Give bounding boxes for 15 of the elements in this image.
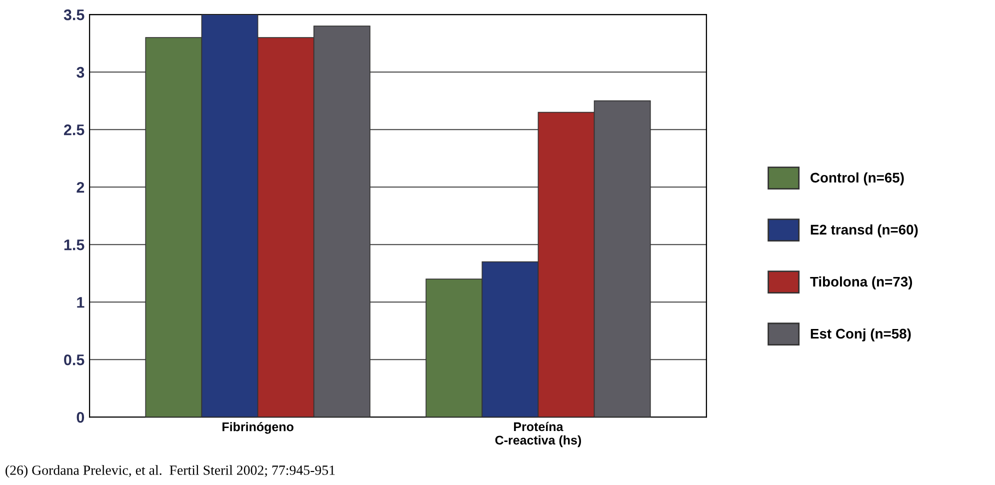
x-tick-label: Fibrinógeno: [222, 422, 294, 434]
x-tick-label: Proteína C-reactiva (hs): [495, 422, 582, 448]
y-tick-label: 3.5: [64, 9, 84, 20]
legend-label: Est Conj (n=58): [810, 328, 911, 342]
legend-label: Control (n=65): [810, 172, 904, 186]
text: (26) Gordana Prelevic, et al. Fertil Steril 2002; 77:945-951: [6, 465, 335, 478]
y-tick-label: 2: [76, 182, 84, 193]
y-tick-label: 1: [77, 297, 84, 308]
legend-label: E2 transd (n=60): [810, 224, 918, 238]
y-tick-label: 1.5: [64, 240, 84, 250]
y-tick-label: 3: [76, 66, 84, 78]
legend-label: Tibolona (n=73): [810, 276, 912, 290]
y-tick-label: 0.5: [64, 354, 84, 366]
y-tick-label: 2.5: [64, 124, 84, 136]
y-tick-label: 0: [76, 412, 84, 423]
